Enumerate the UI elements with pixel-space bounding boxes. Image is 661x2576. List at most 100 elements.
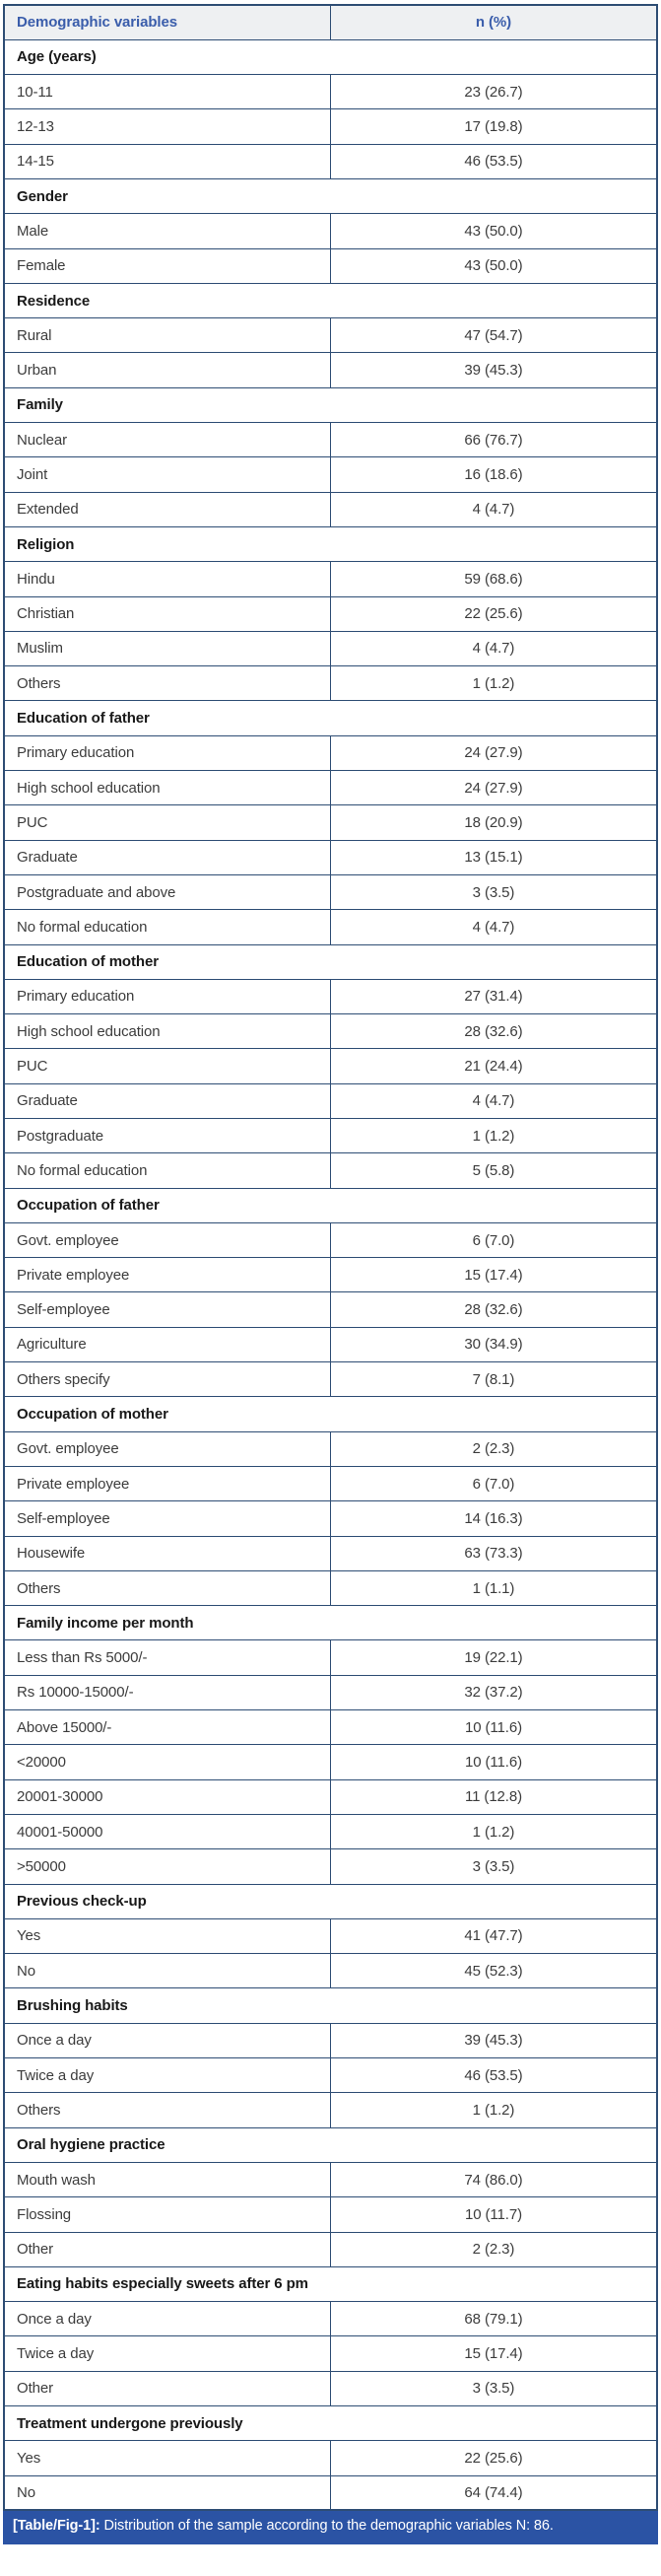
- row-label: Once a day: [3, 2022, 331, 2059]
- row-label: 40001-50000: [3, 1813, 331, 1850]
- column-header-n-percent: n (%): [330, 4, 658, 40]
- table-row: Male 43 (50.0): [3, 213, 658, 249]
- row-value: 1 (1.2): [330, 2092, 658, 2128]
- caption-text: Distribution of the sample according to …: [103, 2518, 554, 2535]
- row-value: 6 (7.0): [330, 1221, 658, 1259]
- section-row: Education of mother: [3, 943, 658, 980]
- table-row: Twice a day 46 (53.5): [3, 2057, 658, 2094]
- row-label: Primary education: [3, 734, 331, 772]
- table-row: Flossing 10 (11.7): [3, 2196, 658, 2233]
- row-label: Postgraduate: [3, 1117, 331, 1154]
- row-label: Nuclear: [3, 422, 331, 458]
- table-row: Housewife 63 (73.3): [3, 1535, 658, 1571]
- table-row: Self-employee 28 (32.6): [3, 1291, 658, 1328]
- row-value: 63 (73.3): [330, 1535, 658, 1571]
- row-value: 64 (74.4): [330, 2474, 658, 2511]
- row-label: No: [3, 2474, 331, 2511]
- row-value: 10 (11.6): [330, 1709, 658, 1746]
- row-value: 66 (76.7): [330, 422, 658, 458]
- row-label: Mouth wash: [3, 2161, 331, 2198]
- row-label: Twice a day: [3, 2057, 331, 2094]
- row-value: 4 (4.7): [330, 1082, 658, 1120]
- row-value: 39 (45.3): [330, 2022, 658, 2059]
- row-label: No: [3, 1953, 331, 1989]
- row-value: 15 (17.4): [330, 1257, 658, 1293]
- table-row: Once a day 39 (45.3): [3, 2022, 658, 2059]
- table-row: 10-11 23 (26.7): [3, 74, 658, 110]
- row-value: 4 (4.7): [330, 491, 658, 527]
- section-row: Residence: [3, 282, 658, 319]
- row-label: Other: [3, 2370, 331, 2406]
- section-header: Oral hygiene practice: [3, 2126, 658, 2163]
- row-value: 3 (3.5): [330, 1848, 658, 1885]
- section-row: Gender: [3, 177, 658, 215]
- row-value: 13 (15.1): [330, 839, 658, 875]
- row-value: 28 (32.6): [330, 1013, 658, 1050]
- row-value: 24 (27.9): [330, 734, 658, 772]
- row-value: 10 (11.6): [330, 1744, 658, 1780]
- row-label: Graduate: [3, 1082, 331, 1120]
- table-row: Govt. employee 6 (7.0): [3, 1221, 658, 1259]
- section-row: Occupation of father: [3, 1187, 658, 1223]
- row-label: Other: [3, 2231, 331, 2267]
- row-label: Postgraduate and above: [3, 873, 331, 911]
- row-label: Yes: [3, 1917, 331, 1955]
- row-value: 7 (8.1): [330, 1361, 658, 1398]
- row-value: 17 (19.8): [330, 108, 658, 145]
- row-value: 1 (1.1): [330, 1569, 658, 1607]
- table-row: Self-employee 14 (16.3): [3, 1500, 658, 1537]
- row-label: No formal education: [3, 909, 331, 945]
- table-row: Mouth wash 74 (86.0): [3, 2161, 658, 2198]
- table-row: Yes 41 (47.7): [3, 1917, 658, 1955]
- section-header: Occupation of father: [3, 1187, 658, 1223]
- table-row: Primary education 27 (31.4): [3, 978, 658, 1015]
- section-row: Family income per month: [3, 1605, 658, 1641]
- table-row: Primary education 24 (27.9): [3, 734, 658, 772]
- row-value: 4 (4.7): [330, 909, 658, 945]
- row-value: 43 (50.0): [330, 213, 658, 249]
- table-row: Private employee 6 (7.0): [3, 1465, 658, 1502]
- table-row: 40001-50000 1 (1.2): [3, 1813, 658, 1850]
- table-row: No formal education 4 (4.7): [3, 909, 658, 945]
- row-label: Others: [3, 1569, 331, 1607]
- section-header: Occupation of mother: [3, 1396, 658, 1432]
- row-label: High school education: [3, 1013, 331, 1050]
- row-label: Yes: [3, 2440, 331, 2476]
- row-label: 12-13: [3, 108, 331, 145]
- row-label: >50000: [3, 1848, 331, 1885]
- table-row: Urban 39 (45.3): [3, 352, 658, 388]
- row-value: 32 (37.2): [330, 1674, 658, 1711]
- section-header: Residence: [3, 282, 658, 319]
- table-row: Others specify 7 (8.1): [3, 1361, 658, 1398]
- row-value: 5 (5.8): [330, 1152, 658, 1189]
- table-row: Yes 22 (25.6): [3, 2440, 658, 2476]
- table-row: Other 3 (3.5): [3, 2370, 658, 2406]
- section-header: Eating habits especially sweets after 6 …: [3, 2265, 658, 2303]
- table-row: PUC 18 (20.9): [3, 804, 658, 841]
- table-row: Joint 16 (18.6): [3, 456, 658, 493]
- row-value: 39 (45.3): [330, 352, 658, 388]
- row-label: Urban: [3, 352, 331, 388]
- row-label: No formal education: [3, 1152, 331, 1189]
- row-value: 41 (47.7): [330, 1917, 658, 1955]
- row-label: Female: [3, 247, 331, 284]
- row-label: Others: [3, 2092, 331, 2128]
- column-header-demographic-variables: Demographic variables: [3, 4, 331, 40]
- table-row: No 45 (52.3): [3, 1953, 658, 1989]
- table-row: Female 43 (50.0): [3, 247, 658, 284]
- table-caption: [Table/Fig-1]: Distribution of the sample…: [3, 2511, 658, 2545]
- table-row: High school education 24 (27.9): [3, 770, 658, 806]
- section-header: Previous check-up: [3, 1883, 658, 1919]
- section-row: Occupation of mother: [3, 1396, 658, 1432]
- table-row: Postgraduate and above 3 (3.5): [3, 873, 658, 911]
- section-row: Previous check-up: [3, 1883, 658, 1919]
- table-row: Others 1 (1.2): [3, 2092, 658, 2128]
- table-header-row: Demographic variables n (%): [3, 4, 658, 40]
- row-value: 14 (16.3): [330, 1500, 658, 1537]
- row-label: Flossing: [3, 2196, 331, 2233]
- row-value: 30 (34.9): [330, 1326, 658, 1363]
- row-value: 68 (79.1): [330, 2301, 658, 2337]
- row-label: 10-11: [3, 74, 331, 110]
- section-row: Treatment undergone previously: [3, 2404, 658, 2442]
- section-header: Gender: [3, 177, 658, 215]
